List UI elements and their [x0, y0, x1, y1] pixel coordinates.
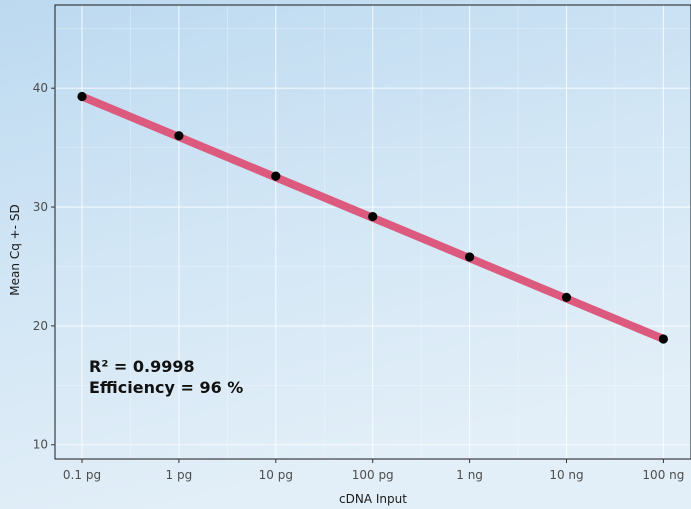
- x-tick-label: 1 ng: [456, 468, 483, 482]
- x-tick-label: 100 pg: [352, 468, 394, 482]
- data-marks: [77, 91, 669, 344]
- grid-lines: [55, 5, 691, 459]
- data-point: [368, 211, 378, 222]
- data-point: [465, 252, 475, 262]
- y-tick-label: 10: [33, 438, 48, 452]
- x-tick-label: 100 ng: [642, 468, 684, 482]
- y-axis-label: Mean Cq +- SD: [8, 204, 22, 295]
- r-squared-annotation: R² = 0.9998: [89, 357, 195, 376]
- data-point: [658, 334, 669, 344]
- axis-ticks: 10 20 30 40 0.1 pg 1 pg 10 pg 100 pg 1 ng 10 ng 10…: [33, 81, 685, 482]
- efficiency-annotation: Efficiency = 96 %: [89, 378, 243, 397]
- y-tick-label: 30: [33, 200, 48, 214]
- y-tick-label: 20: [33, 319, 48, 333]
- data-point: [174, 131, 184, 141]
- data-point: [271, 171, 281, 181]
- data-point: [561, 292, 572, 302]
- x-axis-label: cDNA Input: [339, 492, 407, 506]
- x-tick-label: 10 ng: [549, 468, 583, 482]
- y-tick-label: 40: [33, 81, 48, 95]
- x-tick-label: 10 pg: [259, 468, 293, 482]
- data-point: [77, 91, 87, 102]
- x-tick-label: 1 pg: [166, 468, 193, 482]
- x-tick-label: 0.1 pg: [63, 468, 101, 482]
